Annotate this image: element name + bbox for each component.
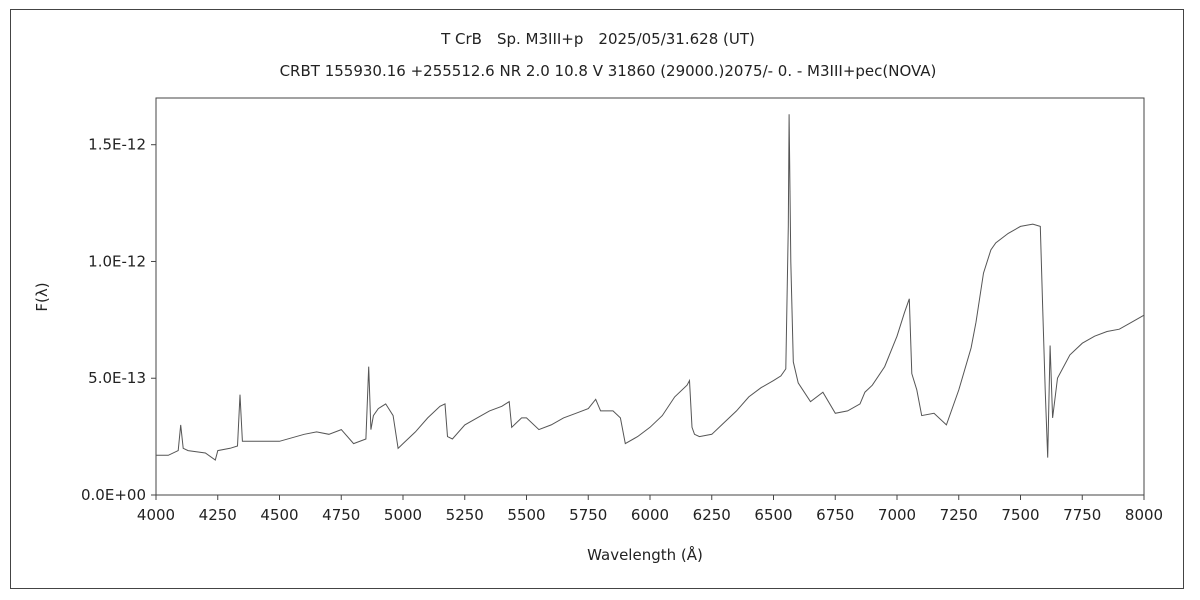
x-tick-label: 7000 [878,506,916,524]
x-tick-label: 6500 [754,506,792,524]
y-axis: 0.0E+00 5.0E-13 1.0E-12 1.5E-12 [81,136,156,504]
spectrum-line [156,114,1145,461]
chart-subtitle: CRBT 155930.16 +255512.6 NR 2.0 10.8 V 3… [280,62,937,80]
x-tick-label: 4750 [322,506,360,524]
x-tick-label: 4000 [137,506,175,524]
x-tick-label: 5000 [384,506,422,524]
x-axis-label: Wavelength (Å) [587,545,703,564]
y-tick-label: 5.0E-13 [88,369,146,387]
x-tick-label: 6000 [631,506,669,524]
chart-svg: T CrB Sp. M3III+p 2025/05/31.628 (UT) CR… [33,30,1163,564]
x-tick-label: 7250 [940,506,978,524]
chart-frame: T CrB Sp. M3III+p 2025/05/31.628 (UT) CR… [10,9,1184,589]
x-tick-label: 7750 [1063,506,1101,524]
x-tick-label: 6250 [693,506,731,524]
x-tick-label: 8000 [1125,506,1163,524]
x-tick-label: 7500 [1001,506,1039,524]
x-tick-label: 5500 [507,506,545,524]
x-tick-label: 4250 [199,506,237,524]
plot-area [155,97,1145,496]
chart-title: T CrB Sp. M3III+p 2025/05/31.628 (UT) [440,30,755,48]
x-axis: 4000 4250 4500 4750 5000 5250 5500 5750 6000 6250… [137,495,1163,524]
x-tick-label: 5750 [569,506,607,524]
x-tick-label: 6750 [816,506,854,524]
x-tick-label: 5250 [446,506,484,524]
y-axis-label: F(λ) [33,282,51,311]
x-tick-label: 4500 [260,506,298,524]
y-tick-label: 1.0E-12 [88,252,146,270]
y-tick-label: 1.5E-12 [88,136,146,154]
y-tick-label: 0.0E+00 [81,486,146,504]
